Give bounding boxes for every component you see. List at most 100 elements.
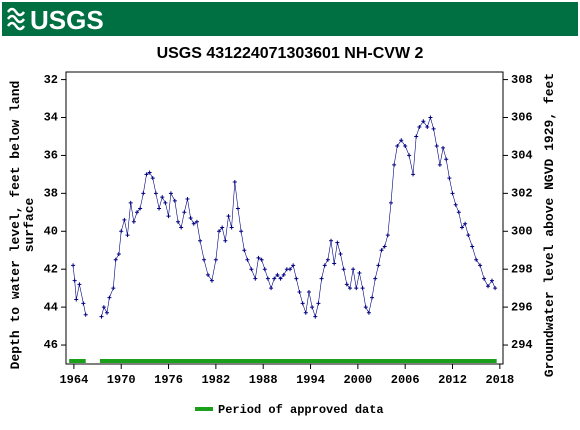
data-point xyxy=(459,225,464,230)
y-tick-label: 32 xyxy=(44,73,58,87)
data-point xyxy=(176,219,181,224)
data-point xyxy=(160,195,165,200)
data-point xyxy=(128,200,133,205)
data-point xyxy=(325,257,330,262)
data-point xyxy=(113,257,118,262)
data-point xyxy=(74,297,79,302)
data-point xyxy=(456,210,461,215)
data-point xyxy=(275,272,280,277)
data-point xyxy=(466,233,471,238)
x-tick-label: 1994 xyxy=(296,373,325,387)
data-point xyxy=(253,276,258,281)
data-point xyxy=(474,257,479,262)
data-point xyxy=(166,214,171,219)
data-point xyxy=(229,225,234,230)
data-point xyxy=(272,276,277,281)
data-point xyxy=(138,206,143,211)
data-point xyxy=(105,310,110,315)
data-point xyxy=(291,263,296,268)
y2-tick-label: 294 xyxy=(511,338,533,352)
y-tick-label: 38 xyxy=(44,187,58,201)
data-point xyxy=(205,272,210,277)
data-point xyxy=(395,143,400,148)
data-point xyxy=(425,124,430,129)
y-tick-label: 44 xyxy=(44,300,58,314)
y-tick-label: 40 xyxy=(44,224,58,238)
x-tick-label: 2018 xyxy=(485,373,514,387)
y-tick-label: 36 xyxy=(44,149,58,163)
data-point xyxy=(71,263,76,268)
data-point xyxy=(269,286,274,291)
header-bar xyxy=(2,2,578,36)
approved-period xyxy=(99,359,497,363)
data-point xyxy=(191,221,196,226)
data-point xyxy=(360,286,365,291)
data-point xyxy=(300,301,305,306)
y2-tick-label: 306 xyxy=(511,111,533,125)
data-point xyxy=(185,197,190,202)
y-tick-label: 42 xyxy=(44,262,58,276)
data-point xyxy=(351,267,356,272)
data-point xyxy=(235,206,240,211)
data-point xyxy=(220,225,225,230)
data-point xyxy=(322,263,327,268)
data-point xyxy=(265,276,270,281)
data-point xyxy=(313,314,318,319)
data-point xyxy=(493,286,498,291)
data-point xyxy=(288,267,293,272)
data-point xyxy=(213,257,218,262)
data-point xyxy=(226,214,231,219)
data-point xyxy=(388,200,393,205)
data-point xyxy=(202,257,207,262)
data-point xyxy=(125,233,130,238)
data-point xyxy=(437,162,442,167)
data-point xyxy=(407,153,412,158)
chart-title: USGS 431224071303601 NH-CVW 2 xyxy=(157,45,424,62)
data-point xyxy=(357,270,362,275)
data-point xyxy=(147,170,152,175)
data-point xyxy=(256,255,261,260)
data-point xyxy=(182,210,187,215)
y-axis-label: surface xyxy=(22,197,37,252)
logo-text: USGS xyxy=(30,5,104,35)
data-point xyxy=(198,238,203,243)
data-point xyxy=(209,278,214,283)
data-point xyxy=(366,310,371,315)
data-point xyxy=(441,145,446,150)
y2-tick-label: 298 xyxy=(511,262,533,276)
data-point xyxy=(382,244,387,249)
data-point xyxy=(421,119,426,124)
data-point xyxy=(306,289,311,294)
y-tick-label: 46 xyxy=(44,338,58,352)
data-point xyxy=(453,202,458,207)
x-tick-label: 2006 xyxy=(391,373,420,387)
data-point xyxy=(344,282,349,287)
data-point xyxy=(262,267,267,272)
data-point xyxy=(428,115,433,120)
data-point xyxy=(188,216,193,220)
data-point xyxy=(217,229,222,234)
data-point xyxy=(444,157,449,162)
x-tick-label: 2000 xyxy=(343,373,372,387)
y-tick-label: 34 xyxy=(44,111,58,125)
y2-axis-label: Groundwater level above NGVD 1929, feet xyxy=(542,73,557,377)
data-point xyxy=(489,278,494,283)
data-point xyxy=(403,143,408,148)
data-point xyxy=(101,305,106,310)
data-point xyxy=(486,284,491,289)
data-point xyxy=(245,257,250,262)
logo-wave xyxy=(6,21,26,31)
data-point xyxy=(392,162,397,167)
data-point xyxy=(249,267,254,272)
logo-wave xyxy=(6,7,26,17)
data-point xyxy=(347,286,352,291)
data-point xyxy=(414,134,419,139)
data-point xyxy=(335,240,340,245)
plot-frame xyxy=(65,71,504,365)
data-point xyxy=(131,219,136,224)
data-point xyxy=(294,276,299,281)
data-point xyxy=(111,286,116,291)
data-point xyxy=(153,191,158,196)
x-tick-label: 1988 xyxy=(249,373,278,387)
